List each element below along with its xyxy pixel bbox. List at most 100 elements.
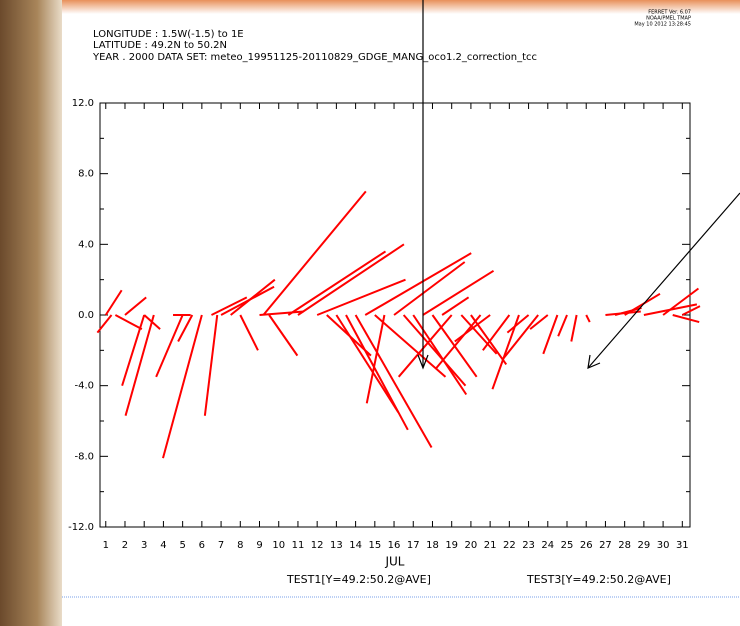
x-tick-label: 2 xyxy=(122,540,128,551)
stick xyxy=(211,296,248,316)
stick xyxy=(96,314,113,334)
stick xyxy=(230,278,276,316)
arrow xyxy=(587,192,740,369)
stick xyxy=(162,314,203,459)
stick xyxy=(542,314,559,355)
stick xyxy=(297,243,405,316)
x-tick-label: 22 xyxy=(503,540,516,551)
y-tick-label: -8.0 xyxy=(74,451,94,462)
x-tick-label: 10 xyxy=(272,540,285,551)
stamp: FERRET Ver. 6.07 xyxy=(648,10,691,16)
stick xyxy=(672,314,700,324)
stick xyxy=(570,314,578,342)
stick xyxy=(203,314,219,416)
x-tick-label: 23 xyxy=(522,540,535,551)
x-tick-label: 24 xyxy=(541,540,554,551)
x-tick-label: 28 xyxy=(618,540,631,551)
stick xyxy=(259,310,304,316)
x-tick-label: 14 xyxy=(349,540,362,551)
x-tick-label: 3 xyxy=(141,540,147,551)
stick xyxy=(268,314,299,357)
stick xyxy=(585,314,591,323)
x-tick-label: 8 xyxy=(237,540,243,551)
arrow-head xyxy=(587,354,601,369)
stick xyxy=(335,314,400,413)
stick xyxy=(374,314,447,378)
x-tick-label: 16 xyxy=(388,540,401,551)
stick xyxy=(557,314,568,337)
x-tick-label: 30 xyxy=(657,540,670,551)
footer-label: TEST1[Y=49.2:50.2@AVE] xyxy=(286,573,431,586)
stick xyxy=(482,314,511,351)
x-tick-label: 26 xyxy=(580,540,593,551)
stamp: NOAA/PMEL TMAP xyxy=(646,16,691,22)
stick xyxy=(681,305,701,316)
y-tick-label: 12.0 xyxy=(72,98,94,109)
y-tick-label: 0.0 xyxy=(78,310,94,321)
header-line: LONGITUDE : 1.5W(-1.5) to 1E xyxy=(93,29,244,40)
header-line: LATITUDE : 49.2N to 50.2N xyxy=(93,40,227,51)
stick xyxy=(345,314,409,431)
stick xyxy=(454,314,491,343)
y-tick-label: 8.0 xyxy=(78,169,94,180)
x-tick-label: 4 xyxy=(160,540,166,551)
header-line: YEAR . 2000 DATA SET: meteo_19951125-201… xyxy=(92,52,537,63)
stick xyxy=(155,314,184,378)
x-tick-label: 17 xyxy=(407,540,420,551)
annotation-arrows xyxy=(417,0,740,370)
stick xyxy=(435,314,482,369)
x-tick-label: 15 xyxy=(368,540,381,551)
top-photo xyxy=(0,0,740,14)
left-photo xyxy=(0,0,62,626)
stick xyxy=(124,314,155,416)
y-tick-label: -4.0 xyxy=(74,381,94,392)
stick xyxy=(239,314,259,351)
x-tick-label: 27 xyxy=(599,540,612,551)
x-tick-label: 25 xyxy=(561,540,574,551)
x-tick-label: 7 xyxy=(218,540,224,551)
stick xyxy=(177,314,194,342)
stick xyxy=(460,314,498,355)
plot: 12.08.04.00.0-4.0-8.0-12.01 2 3 4 5 6 7 8 9 10 11 1… xyxy=(68,98,701,551)
x-tick-label: 20 xyxy=(465,540,478,551)
x-tick-label: 13 xyxy=(330,540,343,551)
x-tick-label: 19 xyxy=(445,540,458,551)
footer-label: TEST3[Y=49.2:50.2@AVE] xyxy=(526,573,671,586)
stick xyxy=(441,296,470,316)
x-tick-label: 18 xyxy=(426,540,439,551)
x-tick-label: 29 xyxy=(638,540,651,551)
stick xyxy=(624,292,661,316)
x-tick-label: 6 xyxy=(199,540,205,551)
stick xyxy=(662,287,700,316)
stick xyxy=(124,296,147,316)
stick xyxy=(502,314,539,360)
stick xyxy=(262,190,367,316)
stick xyxy=(402,314,467,387)
stick xyxy=(422,269,495,316)
stick xyxy=(114,314,143,331)
y-tick-label: -12.0 xyxy=(68,522,94,533)
stick xyxy=(316,278,406,316)
stick xyxy=(287,250,387,316)
stick xyxy=(393,261,466,316)
x-tick-label: 12 xyxy=(311,540,324,551)
stick xyxy=(412,314,468,396)
x-tick-label: 9 xyxy=(256,540,262,551)
stick xyxy=(364,252,472,316)
x-axis-label: JUL xyxy=(384,555,404,569)
stick xyxy=(529,314,549,330)
x-tick-label: 5 xyxy=(179,540,185,551)
x-tick-label: 31 xyxy=(676,540,689,551)
stick xyxy=(121,314,146,386)
arrow-head xyxy=(417,354,429,370)
stamp: May 10 2012 13:28:45 xyxy=(634,22,691,28)
x-tick-label: 1 xyxy=(103,540,109,551)
stick xyxy=(614,306,642,316)
stick xyxy=(365,314,386,404)
y-tick-label: 4.0 xyxy=(78,239,94,250)
stick xyxy=(104,289,123,316)
stick xyxy=(506,314,530,334)
x-tick-label: 11 xyxy=(292,540,305,551)
stick xyxy=(354,314,433,448)
